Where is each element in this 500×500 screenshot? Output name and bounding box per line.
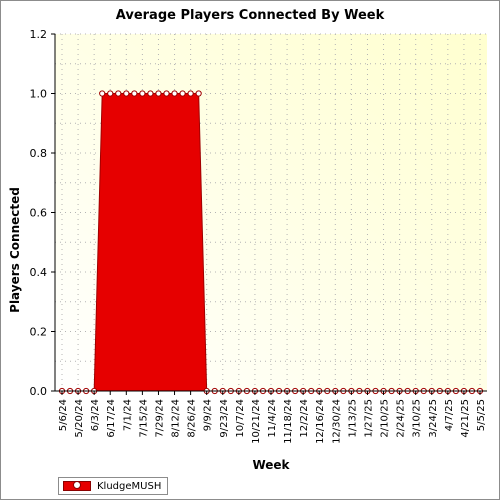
x-tick-label: 12/30/24 xyxy=(331,399,342,444)
series-marker xyxy=(99,90,106,97)
x-axis-label: Week xyxy=(252,458,290,472)
y-tick-label: 0.6 xyxy=(30,207,48,220)
x-tick-label: 4/7/25 xyxy=(444,399,455,431)
y-tick-label: 1.0 xyxy=(30,88,48,101)
y-tick-label: 0.0 xyxy=(30,385,48,398)
x-tick-label: 10/21/24 xyxy=(251,399,262,444)
x-tick-label: 12/2/24 xyxy=(299,399,310,438)
y-tick-label: 0.8 xyxy=(30,147,48,160)
x-tick-label: 7/15/24 xyxy=(138,399,149,438)
series-marker xyxy=(107,90,114,97)
x-tick-label: 4/21/25 xyxy=(460,399,471,438)
x-tick-label: 8/12/24 xyxy=(171,399,182,438)
series-marker xyxy=(147,90,154,97)
series-marker xyxy=(187,90,194,97)
x-tick-label: 5/5/25 xyxy=(476,399,487,431)
series-marker xyxy=(131,90,138,97)
x-tick-label: 5/6/24 xyxy=(58,399,69,431)
series-marker xyxy=(179,90,186,97)
x-tick-label: 11/4/24 xyxy=(267,399,278,438)
series-marker xyxy=(115,90,122,97)
x-tick-label: 6/17/24 xyxy=(106,399,117,438)
legend-swatch xyxy=(63,481,91,491)
x-tick-label: 10/7/24 xyxy=(235,399,246,438)
x-tick-label: 3/24/25 xyxy=(428,399,439,438)
x-tick-label: 6/3/24 xyxy=(90,399,101,431)
x-tick-label: 2/10/25 xyxy=(380,399,391,438)
legend: KludgeMUSH xyxy=(58,477,169,495)
x-tick-label: 11/18/24 xyxy=(283,399,294,444)
x-tick-label: 9/9/24 xyxy=(203,399,214,431)
x-tick-label: 2/24/25 xyxy=(396,399,407,438)
y-tick-label: 0.4 xyxy=(30,266,48,279)
series-marker xyxy=(195,90,202,97)
series-marker xyxy=(163,90,170,97)
series-marker xyxy=(139,90,146,97)
series-marker xyxy=(155,90,162,97)
series-marker xyxy=(123,90,130,97)
x-tick-label: 9/23/24 xyxy=(219,399,230,438)
x-tick-label: 8/26/24 xyxy=(187,399,198,438)
x-tick-label: 12/16/24 xyxy=(315,399,326,444)
series-marker xyxy=(171,90,178,97)
x-tick-label: 1/13/25 xyxy=(347,399,358,438)
y-tick-label: 0.2 xyxy=(30,326,48,339)
legend-label: KludgeMUSH xyxy=(97,480,162,492)
x-tick-label: 3/10/25 xyxy=(412,399,423,438)
y-tick-label: 1.2 xyxy=(30,28,48,41)
x-tick-label: 7/29/24 xyxy=(154,399,165,438)
legend-marker xyxy=(73,481,81,489)
x-tick-label: 7/1/24 xyxy=(122,399,133,431)
chart-title: Average Players Connected By Week xyxy=(115,8,385,23)
x-tick-label: 5/20/24 xyxy=(74,399,85,438)
x-tick-label: 1/27/25 xyxy=(363,399,374,438)
